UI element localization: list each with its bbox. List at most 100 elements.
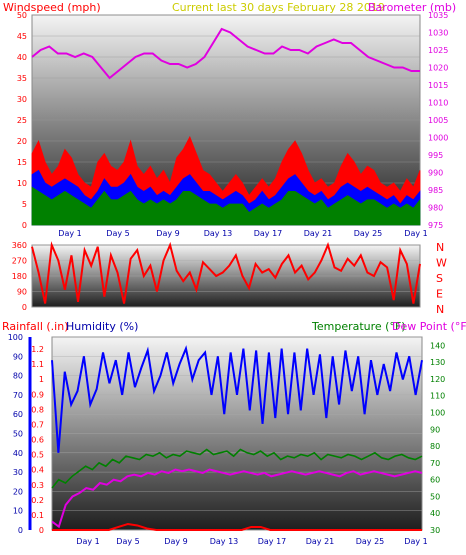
right-tick-label: 980: [428, 204, 443, 213]
temp-tick-label: 80: [430, 442, 440, 451]
x-tick-label: Day 17: [258, 537, 287, 546]
direction-tick-label: 360: [12, 241, 27, 250]
compass-label: E: [436, 288, 443, 301]
humidity-tick-label: 90: [13, 352, 23, 361]
humidity-tick-label: 10: [13, 507, 23, 516]
left-tick-label: 10: [17, 179, 27, 188]
rainfall-series: [52, 522, 422, 531]
x-tick-label: Day 13: [204, 229, 233, 238]
rain-tick-label: 0.3: [31, 481, 44, 490]
temp-tick-label: 110: [430, 392, 445, 401]
x-tick-label: Day 5: [106, 229, 129, 238]
panel2-grid: [32, 244, 420, 308]
temp-tick-label: 60: [430, 476, 440, 485]
temp-tick-label: 30: [430, 526, 440, 535]
left-tick-label: 30: [17, 95, 27, 104]
temp-tick-label: 40: [430, 509, 440, 518]
left-tick-label: 25: [17, 116, 27, 125]
temp-tick-label: 100: [430, 409, 445, 418]
compass-label: N: [436, 303, 444, 316]
x-tick-label: Day 1: [76, 537, 99, 546]
rain-tick-label: 0.9: [31, 390, 44, 399]
compass-label: S: [436, 272, 443, 285]
direction-tick-label: 180: [12, 272, 27, 281]
chart-title: Current last 30 days February 28 2019: [172, 1, 385, 14]
left-tick-label: 50: [17, 11, 27, 20]
rain-tick-label: 0: [39, 526, 44, 535]
x-tick-label: Day 1: [404, 537, 427, 546]
x-tick-label: Day 13: [210, 537, 239, 546]
x-tick-label: Day 17: [254, 229, 283, 238]
x-tick-label: Day 25: [354, 229, 383, 238]
rain-tick-label: 0.1: [31, 511, 44, 520]
right-tick-label: 1035: [428, 11, 448, 20]
panel3-humidity-ticks: 0 10 20 30 40 50 60 70 80 90 100: [8, 333, 23, 535]
rain-tick-label: 1.1: [31, 360, 44, 369]
rain-tick-label: 0.2: [31, 496, 44, 505]
right-tick-label: 995: [428, 151, 443, 160]
windspeed-axis-label: Windspeed (mph): [3, 1, 101, 14]
humidity-tick-label: 50: [13, 430, 23, 439]
panel3-grid: [52, 336, 422, 531]
rain-tick-label: 1.2: [31, 345, 44, 354]
x-tick-label: Day 5: [116, 537, 139, 546]
temp-tick-label: 70: [430, 459, 440, 468]
rainfall-label: Rainfall (.in): [2, 320, 69, 333]
panel1-right-ticks: 975 980 985 990 995 1000 1005 1010 1015 1020 1025 1…: [428, 11, 448, 230]
x-tick-label: Day 1: [404, 229, 427, 238]
panel2-series: [31, 241, 421, 304]
rain-tick-label: 0.7: [31, 420, 44, 429]
wind-direction-series: [31, 241, 421, 304]
panel3-series: [51, 345, 423, 531]
rain-tick-label: 0.8: [31, 405, 44, 414]
temp-tick-label: 50: [430, 492, 440, 501]
left-tick-label: 0: [22, 221, 27, 230]
panel1-series: [31, 27, 421, 226]
humidity-tick-label: 80: [13, 372, 23, 381]
left-tick-label: 45: [17, 32, 27, 41]
x-tick-label: Day 9: [156, 229, 179, 238]
rain-tick-label: 0.4: [31, 466, 44, 475]
humidity-tick-label: 70: [13, 391, 23, 400]
compass-label: N: [436, 241, 444, 254]
right-tick-label: 1030: [428, 29, 448, 38]
panel3-x-ticks: Day 1 Day 5 Day 9 Day 13 Day 17 Day 21 Day 25 D…: [76, 537, 427, 546]
x-tick-label: Day 25: [356, 537, 385, 546]
panel1-x-ticks: Day 1 Day 5 Day 9 Day 13 Day 17 Day 21 Day 25 D…: [58, 229, 427, 238]
panel2-left-ticks: 0 90 180 270 360: [12, 241, 27, 312]
humidity-tick-label: 100: [8, 333, 23, 342]
right-tick-label: 1020: [428, 64, 448, 73]
humidity-tick-label: 0: [18, 526, 23, 535]
right-tick-label: 975: [428, 221, 443, 230]
temp-tick-label: 120: [430, 375, 445, 384]
humidity-tick-label: 20: [13, 487, 23, 496]
left-tick-label: 15: [17, 158, 27, 167]
dewpoint-series: [51, 468, 423, 529]
left-tick-label: 35: [17, 74, 27, 83]
right-tick-label: 1015: [428, 81, 448, 90]
barometer-axis-label: Barometer (mb): [368, 1, 456, 14]
x-tick-label: Day 1: [58, 229, 81, 238]
right-tick-label: 1025: [428, 46, 448, 55]
temp-tick-label: 90: [430, 425, 440, 434]
right-tick-label: 1005: [428, 116, 448, 125]
right-tick-label: 1010: [428, 99, 448, 108]
humidity-series: [51, 345, 423, 453]
panel3-temp-ticks: 30 40 50 60 70 80 90 100 110 120 130 140: [430, 341, 445, 535]
compass-label: W: [436, 257, 447, 270]
humidity-tick-label: 30: [13, 468, 23, 477]
rain-tick-label: 0.6: [31, 436, 44, 445]
left-tick-label: 40: [17, 53, 27, 62]
temp-tick-label: 130: [430, 358, 445, 367]
humidity-label: Humidity (%): [66, 320, 138, 333]
temperature-series: [51, 448, 423, 489]
right-tick-label: 990: [428, 169, 443, 178]
barometer-series: [31, 27, 420, 80]
right-tick-label: 1000: [428, 134, 448, 143]
x-tick-label: Day 21: [306, 537, 335, 546]
